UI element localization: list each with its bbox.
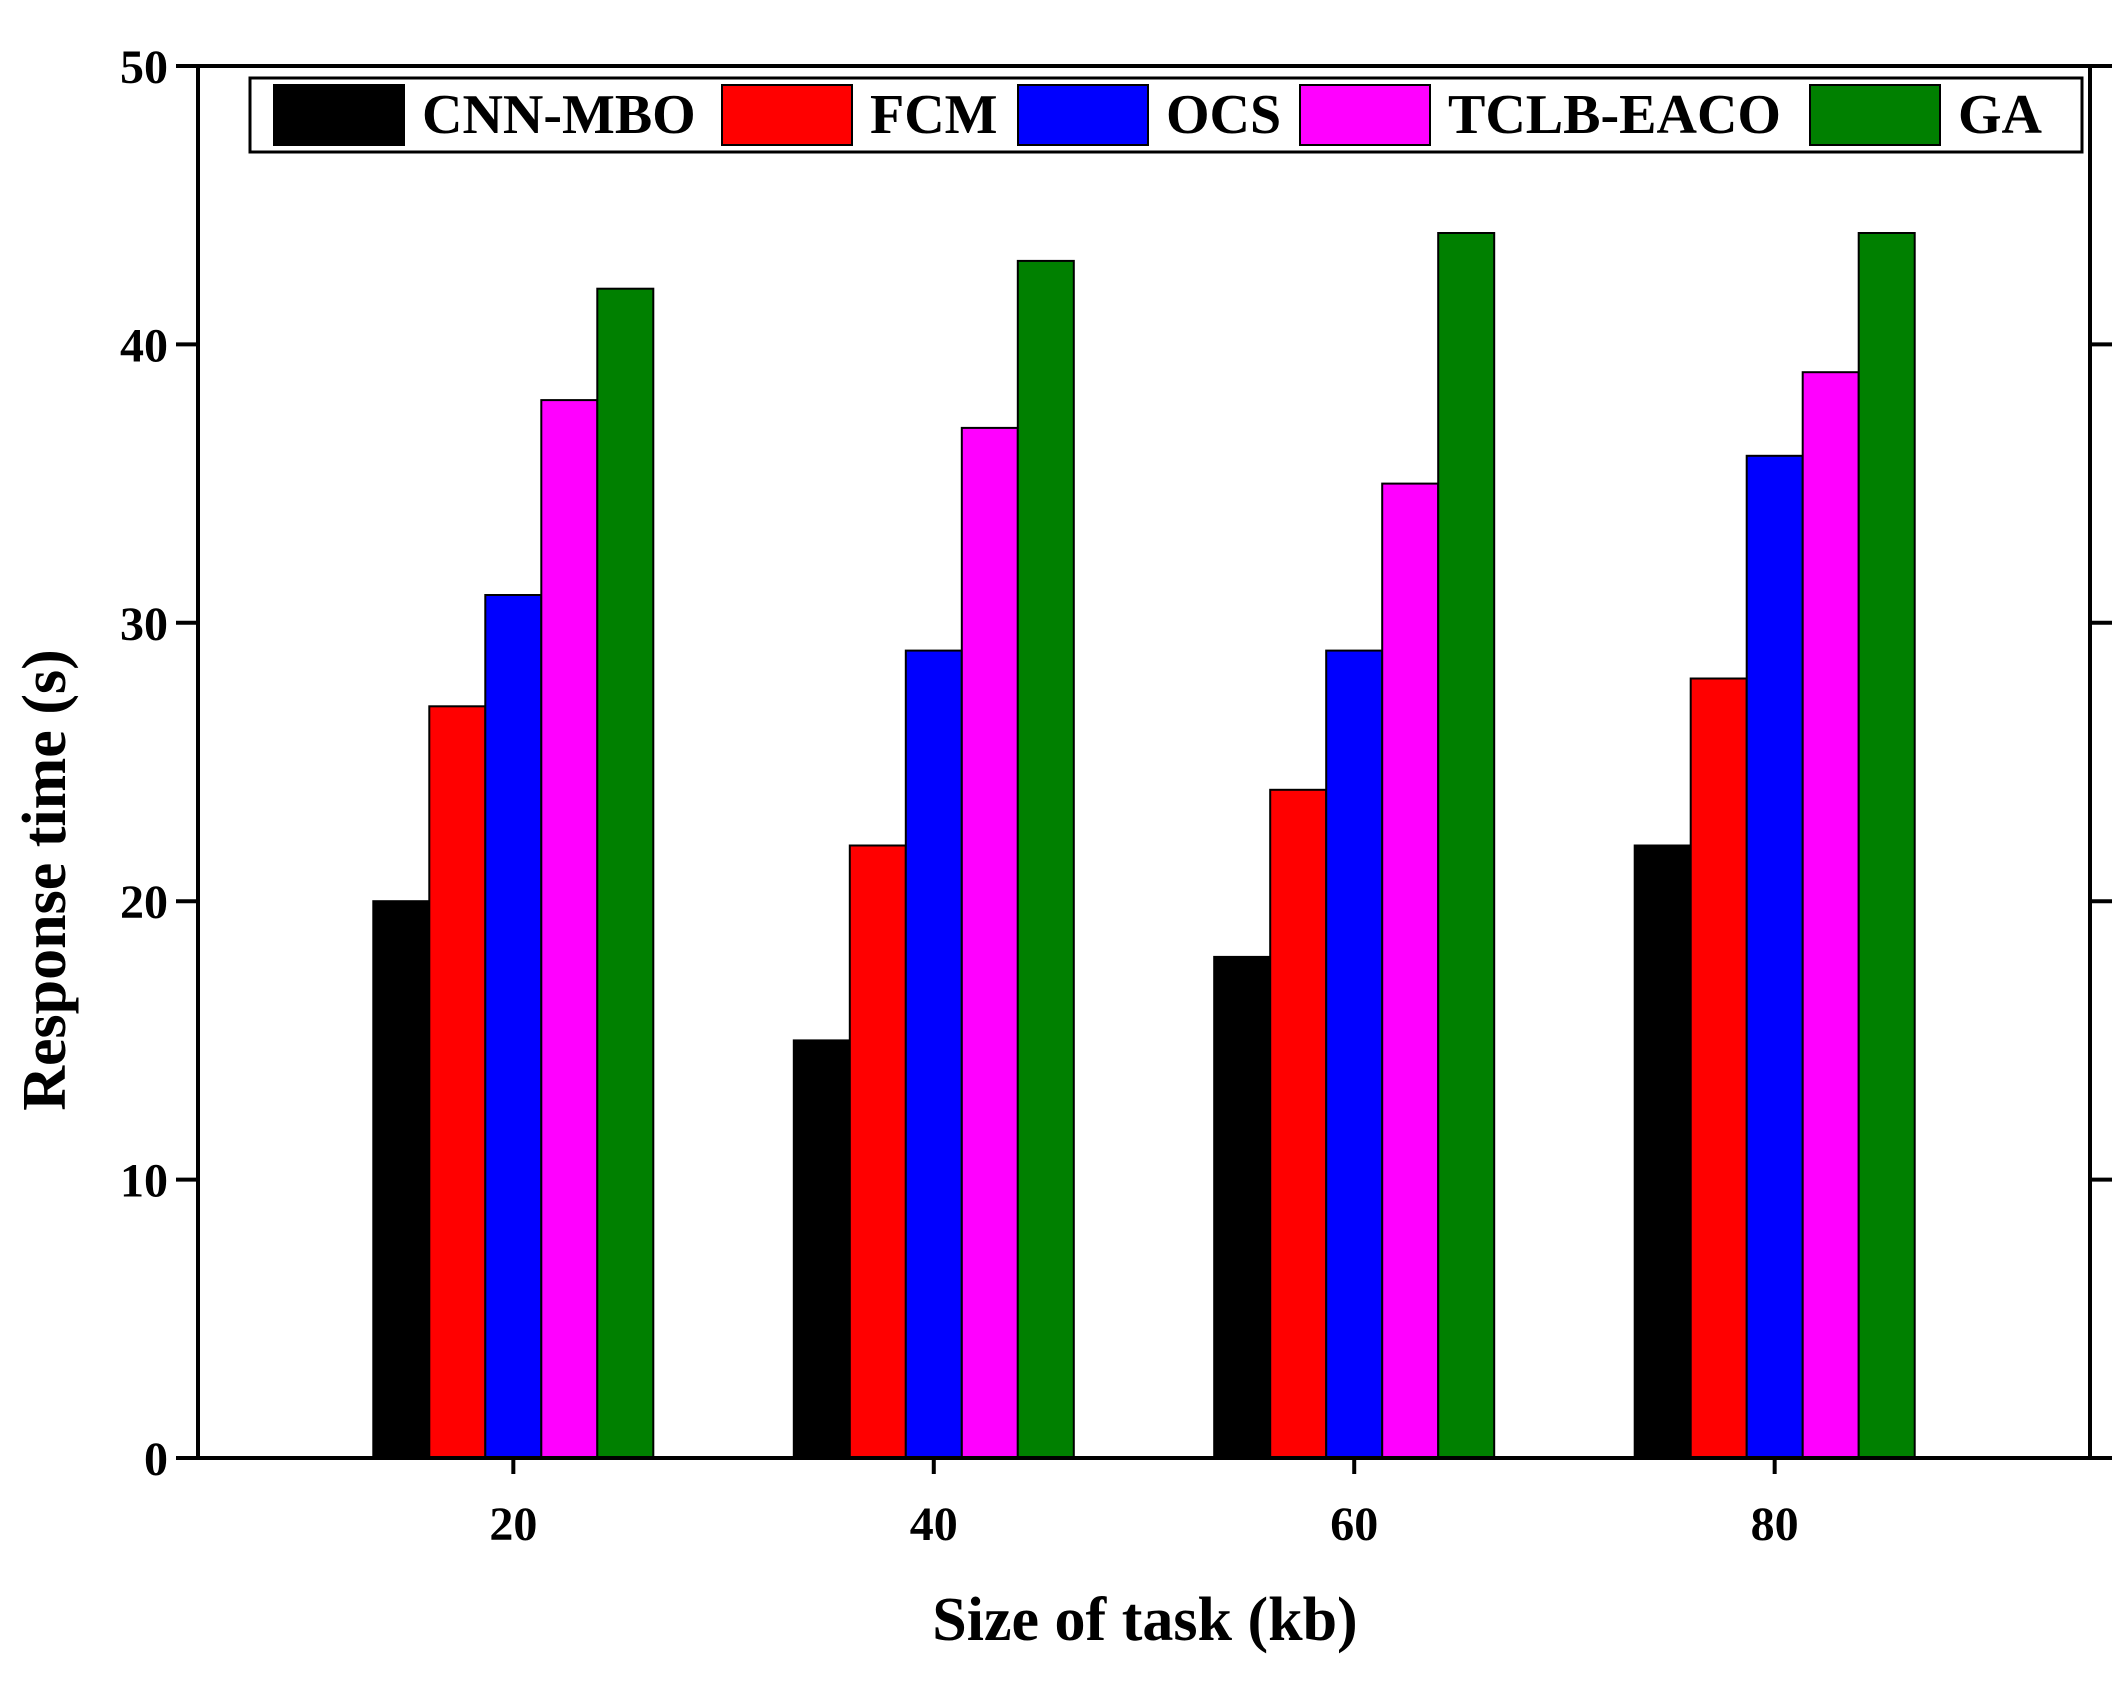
bar-ocs-80 [1745, 454, 1804, 1459]
bar-cnn-mbo-40 [792, 1039, 851, 1460]
x-tick-label-80: 80 [1751, 1498, 1799, 1551]
bar-fcm-80 [1689, 677, 1748, 1459]
legend-box [248, 76, 2084, 154]
axes-group: 20 40 60 80 0 10 20 30 40 50 [120, 41, 2112, 1551]
bar-fcm-40 [848, 844, 907, 1459]
bar-cnn-mbo-20 [372, 900, 431, 1459]
legend-label-ocs: OCS [1166, 84, 1281, 146]
x-tick-label-40: 40 [910, 1498, 958, 1551]
legend-swatch-ga [1809, 84, 1941, 146]
x-axis-label: Size of task (kb) [932, 1586, 1357, 1654]
y-tick-label-40: 40 [120, 319, 168, 372]
y-tick-label-10: 10 [120, 1155, 168, 1208]
bar-tclb-eaco-80 [1801, 371, 1860, 1460]
bar-ga-20 [596, 287, 655, 1460]
legend-label-fcm: FCM [870, 84, 998, 146]
bar-tclb-eaco-40 [960, 426, 1019, 1459]
y-axis-label: Response time (s) [11, 649, 79, 1111]
bar-ocs-60 [1325, 649, 1384, 1459]
legend-label-ga: GA [1958, 84, 2043, 146]
legend-swatch-ocs [1017, 84, 1149, 146]
bar-group [372, 232, 1916, 1460]
bar-tclb-eaco-20 [540, 399, 599, 1460]
bar-ocs-20 [484, 594, 543, 1459]
legend-swatch-tclb-eaco [1299, 84, 1431, 146]
legend-label-cnn-mbo: CNN-MBO [422, 84, 696, 146]
bar-tclb-eaco-60 [1381, 482, 1440, 1460]
bar-fcm-20 [428, 705, 487, 1459]
x-tick-label-60: 60 [1330, 1498, 1378, 1551]
legend: CNN-MBO FCM OCS TCLB-EACO GA [248, 76, 2084, 154]
bar-ga-40 [1016, 259, 1075, 1459]
bar-ocs-40 [904, 649, 963, 1459]
x-tick-label-20: 20 [489, 1498, 537, 1551]
y-tick-label-50: 50 [120, 41, 168, 94]
legend-label-tclb-eaco: TCLB-EACO [1448, 84, 1781, 146]
bar-cnn-mbo-80 [1633, 844, 1692, 1459]
y-tick-label-30: 30 [120, 598, 168, 651]
legend-swatch-cnn-mbo [273, 84, 405, 146]
bar-ga-60 [1437, 232, 1496, 1459]
bar-ga-80 [1857, 232, 1916, 1459]
y-tick-label-0: 0 [144, 1433, 168, 1486]
y-tick-label-20: 20 [120, 876, 168, 929]
bar-fcm-60 [1269, 788, 1328, 1459]
bar-cnn-mbo-60 [1213, 955, 1272, 1460]
legend-swatch-fcm [721, 84, 853, 146]
